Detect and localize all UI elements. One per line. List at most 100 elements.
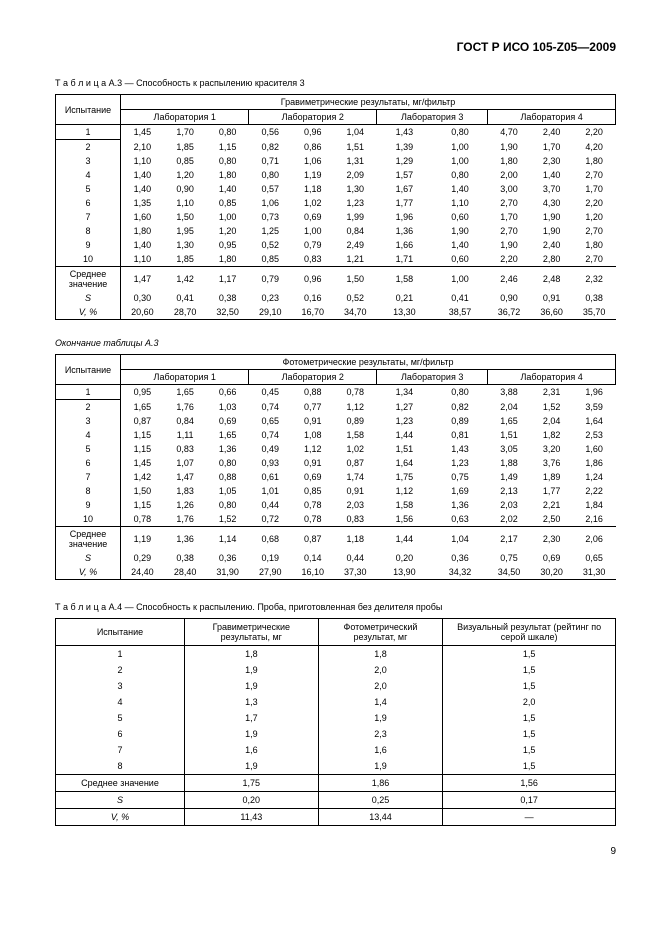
data-cell: 1,42: [164, 267, 207, 292]
data-cell: 34,50: [488, 565, 531, 580]
data-cell: 1,47: [164, 470, 207, 484]
data-cell: 2,0: [443, 694, 616, 710]
col-visual: Визуальный результат (рейтинг по серой ш…: [443, 619, 616, 646]
data-cell: 1,27: [377, 400, 433, 415]
data-cell: 0,88: [206, 470, 249, 484]
data-cell: 1,39: [377, 140, 433, 155]
lab4: Лаборатория 4: [488, 370, 616, 385]
data-cell: 1,08: [291, 428, 334, 442]
trial-num: 5: [56, 442, 121, 456]
data-cell: 1,85: [164, 252, 207, 267]
data-cell: 1,50: [121, 484, 164, 498]
trial-num: 3: [56, 678, 185, 694]
data-cell: 0,96: [291, 267, 334, 292]
data-cell: 1,01: [249, 484, 292, 498]
data-cell: 24,40: [121, 565, 164, 580]
data-cell: 1,00: [291, 224, 334, 238]
data-cell: 3,00: [488, 182, 531, 196]
data-cell: 1,44: [377, 428, 433, 442]
data-cell: 0,80: [206, 125, 249, 140]
data-cell: 1,77: [530, 484, 573, 498]
data-cell: 0,87: [334, 456, 377, 470]
data-cell: 1,66: [377, 238, 433, 252]
data-cell: 1,20: [573, 210, 616, 224]
data-cell: 1,7: [185, 710, 319, 726]
data-cell: 0,36: [432, 551, 488, 565]
lab1: Лаборатория 1: [121, 370, 249, 385]
data-cell: 1,31: [334, 154, 377, 168]
data-cell: 0,52: [334, 291, 377, 305]
data-cell: 1,84: [573, 498, 616, 512]
data-cell: 1,75: [377, 470, 433, 484]
data-cell: 1,96: [573, 385, 616, 400]
data-cell: 0,61: [249, 470, 292, 484]
data-cell: 2,04: [530, 414, 573, 428]
data-cell: 2,17: [488, 527, 531, 552]
data-cell: 2,10: [121, 140, 164, 155]
data-cell: 1,9: [318, 710, 443, 726]
data-cell: 2,70: [573, 224, 616, 238]
data-cell: 1,03: [206, 400, 249, 415]
data-cell: 31,90: [206, 565, 249, 580]
data-cell: 1,5: [443, 742, 616, 758]
data-cell: 1,58: [377, 267, 433, 292]
data-cell: 1,3: [185, 694, 319, 710]
data-cell: 20,60: [121, 305, 164, 320]
data-cell: 1,47: [121, 267, 164, 292]
data-cell: 1,64: [377, 456, 433, 470]
data-cell: 1,18: [334, 527, 377, 552]
data-cell: 1,18: [291, 182, 334, 196]
trial-num: 4: [56, 168, 121, 182]
trial-num: 4: [56, 694, 185, 710]
data-cell: 0,80: [206, 154, 249, 168]
data-cell: 1,76: [164, 400, 207, 415]
data-cell: 2,3: [318, 726, 443, 742]
data-cell: 0,95: [206, 238, 249, 252]
trial-num: 8: [56, 758, 185, 775]
data-cell: 3,20: [530, 442, 573, 456]
data-cell: 2,04: [488, 400, 531, 415]
data-cell: 0,80: [249, 168, 292, 182]
data-cell: 0,14: [291, 551, 334, 565]
data-cell: 2,53: [573, 428, 616, 442]
data-cell: 1,71: [377, 252, 433, 267]
data-cell: 1,20: [164, 168, 207, 182]
trial-num: 9: [56, 498, 121, 512]
data-cell: 1,80: [206, 252, 249, 267]
col-trial: Испытание: [56, 619, 185, 646]
data-cell: 38,57: [432, 305, 488, 320]
data-cell: 0,20: [377, 551, 433, 565]
data-cell: 13,30: [377, 305, 433, 320]
data-cell: 1,29: [377, 154, 433, 168]
data-cell: 3,70: [530, 182, 573, 196]
data-cell: 31,30: [573, 565, 616, 580]
data-cell: 2,16: [573, 512, 616, 527]
data-cell: 0,38: [206, 291, 249, 305]
data-cell: 1,70: [573, 182, 616, 196]
data-cell: 0,66: [206, 385, 249, 400]
data-cell: 1,52: [206, 512, 249, 527]
data-cell: 2,40: [530, 125, 573, 140]
data-cell: 1,40: [121, 168, 164, 182]
data-cell: 29,10: [249, 305, 292, 320]
data-cell: 1,82: [530, 428, 573, 442]
data-cell: 1,26: [164, 498, 207, 512]
col-grav: Гравиметрические результаты, мг: [185, 619, 319, 646]
data-cell: 1,00: [432, 154, 488, 168]
data-cell: 0,30: [121, 291, 164, 305]
data-cell: 0,78: [291, 498, 334, 512]
data-cell: 1,5: [443, 678, 616, 694]
data-cell: 1,36: [206, 442, 249, 456]
data-cell: 0,57: [249, 182, 292, 196]
data-cell: 3,76: [530, 456, 573, 470]
data-cell: 2,46: [488, 267, 531, 292]
data-cell: 1,30: [164, 238, 207, 252]
trial-num: 10: [56, 512, 121, 527]
data-cell: 0,69: [291, 470, 334, 484]
data-cell: 36,60: [530, 305, 573, 320]
data-cell: 1,44: [377, 527, 433, 552]
data-cell: 32,50: [206, 305, 249, 320]
data-cell: 0,88: [291, 385, 334, 400]
data-cell: 34,32: [432, 565, 488, 580]
data-cell: 1,90: [530, 224, 573, 238]
